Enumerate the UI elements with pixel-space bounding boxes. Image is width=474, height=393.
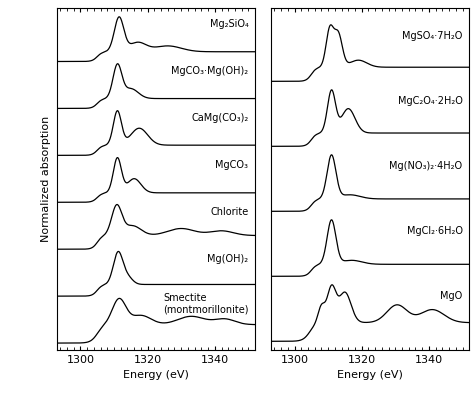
Text: Chlorite: Chlorite: [210, 207, 248, 217]
X-axis label: Energy (eV): Energy (eV): [123, 370, 189, 380]
Text: Mg₂SiO₄: Mg₂SiO₄: [210, 19, 248, 29]
Text: Smectite
(montmorillonite): Smectite (montmorillonite): [163, 293, 248, 314]
Text: MgO: MgO: [440, 290, 463, 301]
Text: Mg(NO₃)₂·4H₂O: Mg(NO₃)₂·4H₂O: [390, 161, 463, 171]
Y-axis label: Normalized absorption: Normalized absorption: [41, 116, 51, 242]
Text: MgCl₂·6H₂O: MgCl₂·6H₂O: [407, 226, 463, 236]
Text: CaMg(CO₃)₂: CaMg(CO₃)₂: [191, 113, 248, 123]
Text: Mg(OH)₂: Mg(OH)₂: [207, 254, 248, 264]
Text: MgCO₃: MgCO₃: [215, 160, 248, 170]
Text: MgC₂O₄·2H₂O: MgC₂O₄·2H₂O: [398, 95, 463, 106]
X-axis label: Energy (eV): Energy (eV): [337, 370, 403, 380]
Text: MgSO₄·7H₂O: MgSO₄·7H₂O: [402, 31, 463, 40]
Text: MgCO₃·Mg(OH)₂: MgCO₃·Mg(OH)₂: [171, 66, 248, 76]
